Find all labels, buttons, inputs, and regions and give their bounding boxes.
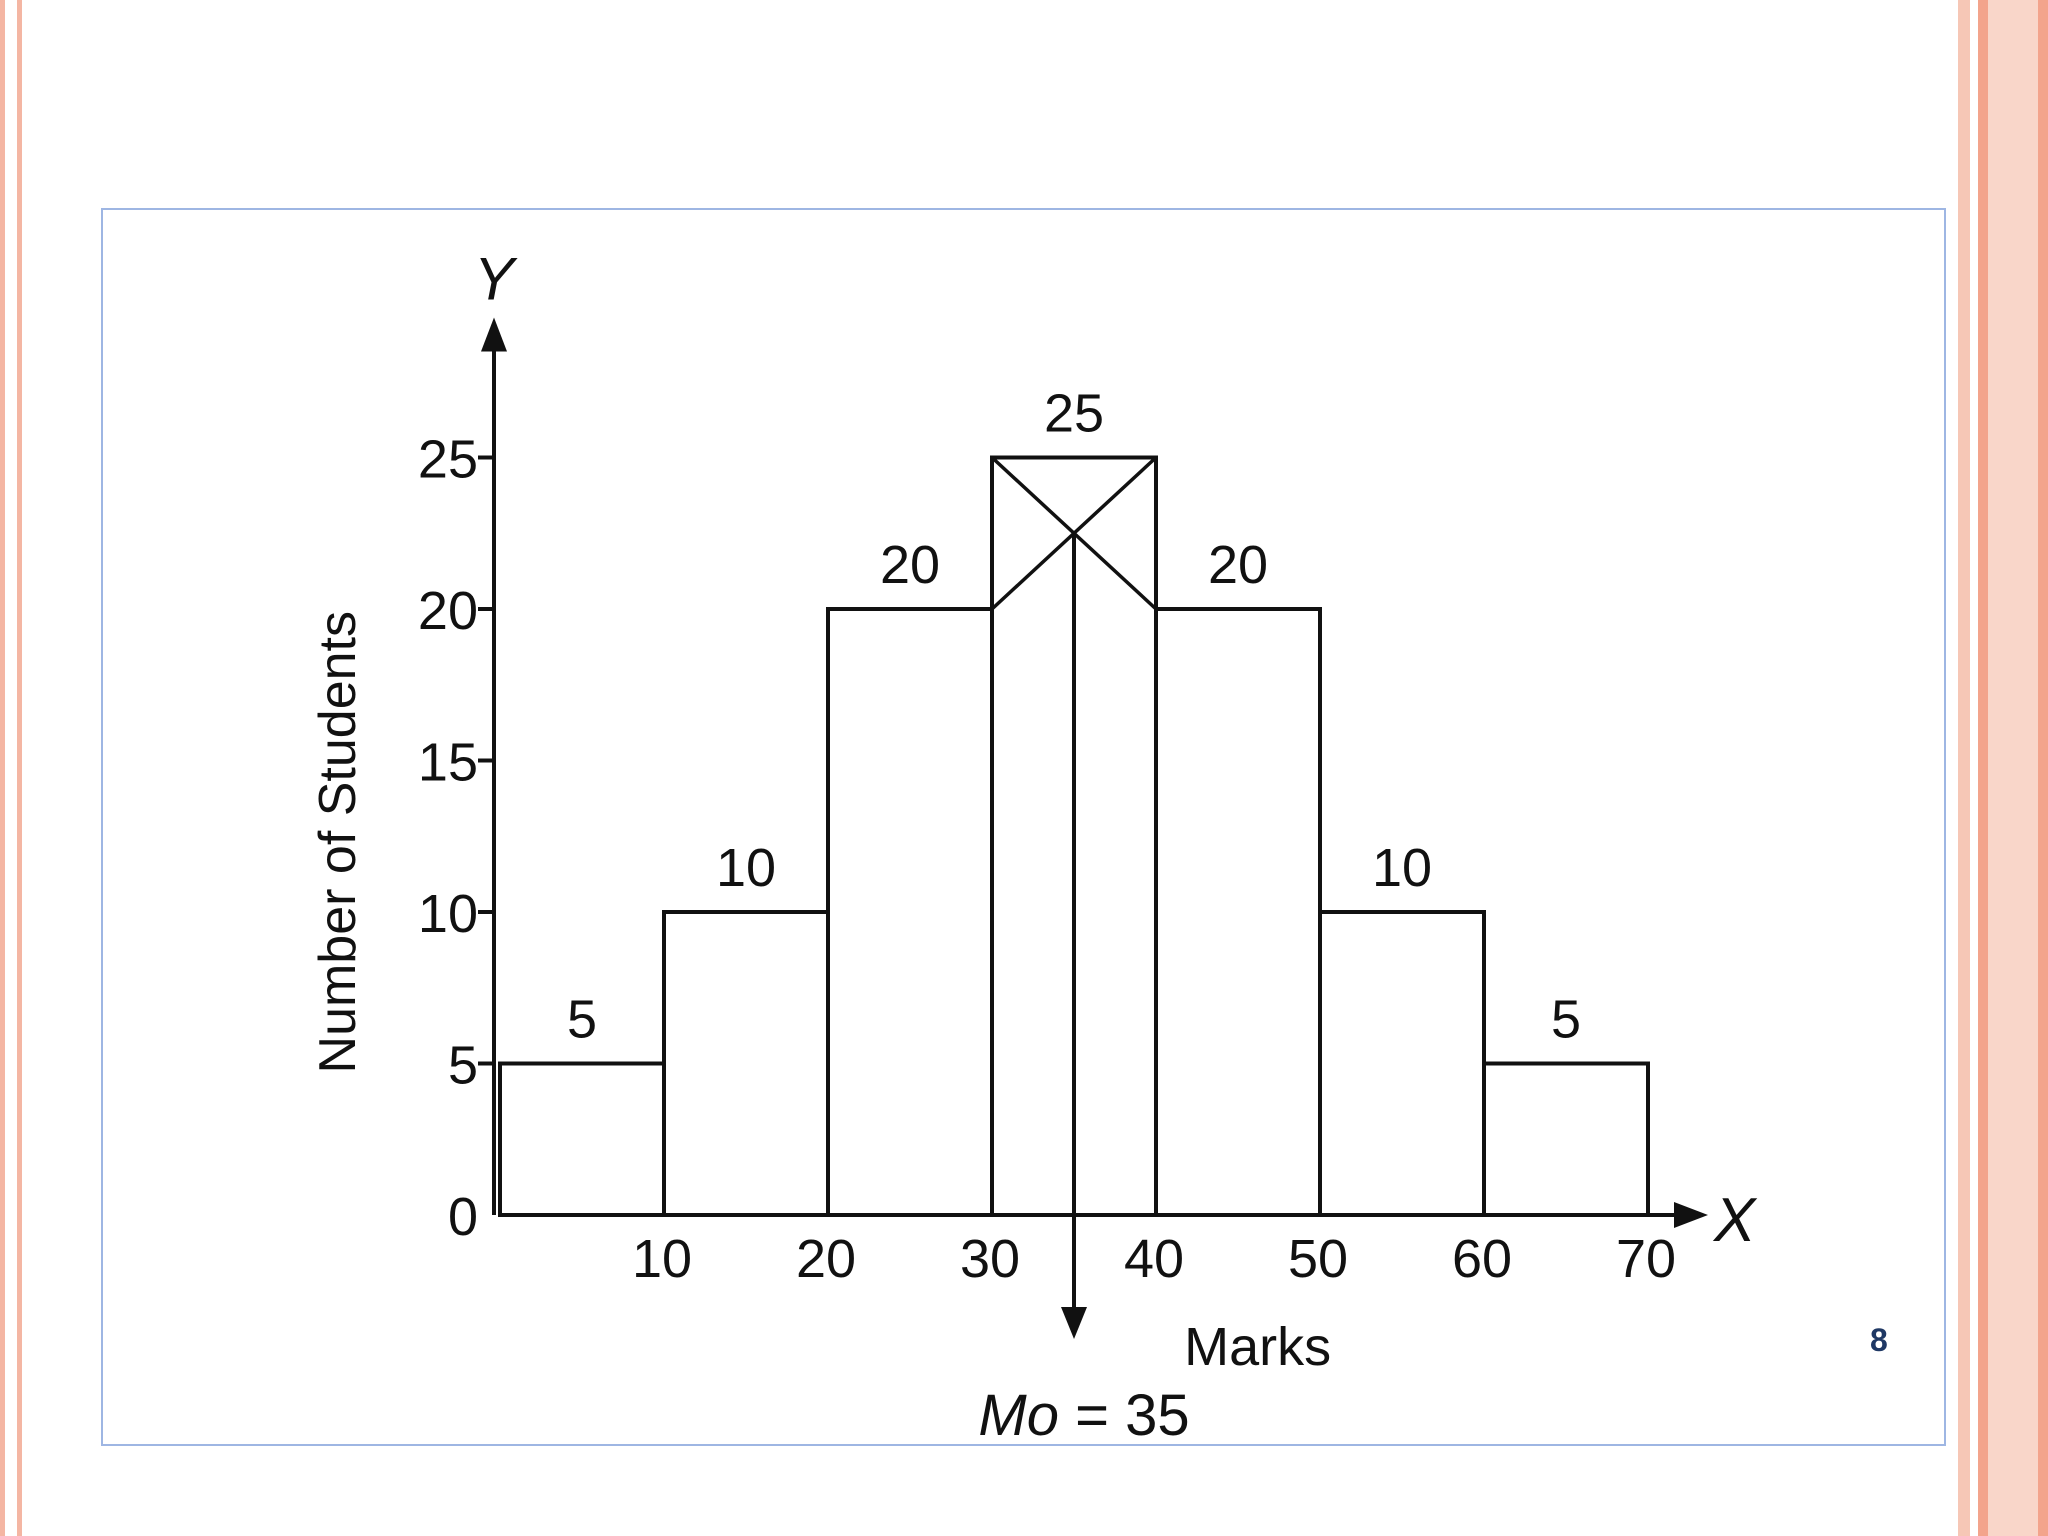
y-axis-letter: Y — [474, 246, 518, 313]
bar-data-label: 20 — [1208, 535, 1268, 595]
bar-data-label: 25 — [1044, 384, 1104, 444]
bar-data-label: 5 — [1551, 990, 1581, 1050]
mode-arrow-head — [1061, 1307, 1087, 1339]
x-tick-label: 30 — [960, 1229, 1020, 1289]
mode-construction-layer — [990, 456, 1158, 1339]
x-tick-label: 20 — [796, 1229, 856, 1289]
page-number: 8 — [1870, 1322, 1888, 1358]
x-tick-label: 50 — [1288, 1229, 1348, 1289]
bar-data-label: 5 — [567, 990, 597, 1050]
mode-symbol: Mo — [978, 1383, 1059, 1448]
slide-right-border — [1958, 0, 2048, 1536]
histogram-bar — [826, 607, 994, 1217]
slide-left-border — [0, 0, 22, 1536]
bar-data-label: 10 — [716, 838, 776, 898]
y-tick-label: 10 — [418, 884, 478, 944]
y-axis-arrow — [481, 317, 507, 352]
axes-layer — [478, 317, 1708, 1228]
histogram-bar — [1154, 607, 1322, 1217]
x-tick-label: 60 — [1452, 1229, 1512, 1289]
x-axis-arrow — [1674, 1202, 1708, 1228]
x-tick-label: 40 — [1124, 1229, 1184, 1289]
y-tick-label: 5 — [448, 1036, 478, 1096]
histogram-bar — [1482, 1061, 1650, 1217]
x-tick-label: 10 — [632, 1229, 692, 1289]
y-tick-label: 25 — [418, 430, 478, 490]
x-tick-label: 70 — [1616, 1229, 1676, 1289]
y-tick-label: 0 — [448, 1187, 478, 1247]
bar-data-label: 20 — [880, 535, 940, 595]
bar-data-label: 10 — [1372, 838, 1432, 898]
y-tick-label: 20 — [418, 581, 478, 641]
figure-frame — [101, 208, 1946, 1446]
y-tick-label: 15 — [418, 733, 478, 793]
histogram-bar — [1318, 910, 1486, 1217]
histogram-bar — [498, 1061, 666, 1217]
x-axis-letter: X — [1712, 1186, 1758, 1255]
mode-annotation: Mo = 35 — [978, 1383, 1189, 1448]
mode-value-text: = 35 — [1059, 1383, 1190, 1448]
histogram-bar — [662, 910, 830, 1217]
y-axis-title: Number of Students — [309, 611, 367, 1073]
x-axis-title: Marks — [1184, 1317, 1331, 1377]
